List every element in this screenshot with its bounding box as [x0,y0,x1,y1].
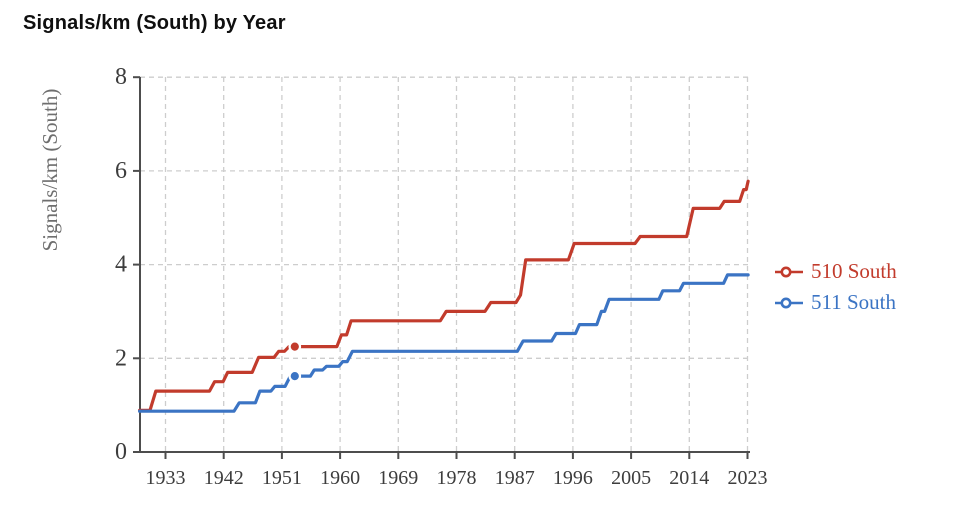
series-highlight-dot-511-south [288,369,302,383]
legend-marker-511-south [775,297,803,308]
legend-label-510-south: 510 South [811,259,897,283]
chart-title: Signals/km (South) by Year [23,12,286,34]
y-tick-label-0: 0 [115,439,127,465]
y-tick-label-2: 2 [115,345,127,371]
y-tick-label-6: 6 [115,158,127,184]
x-tick-label-1942: 1942 [204,467,244,489]
x-tick-label-1933: 1933 [146,467,186,489]
series-highlight-dot-510-south [288,340,302,353]
x-tick-label-1978: 1978 [437,467,477,489]
y-tick-label-8: 8 [115,64,127,90]
x-tick-label-2014: 2014 [669,467,709,489]
legend-label-511-south: 511 South [811,290,896,314]
x-tick-label-1996: 1996 [553,467,593,489]
series-line-510-south [138,179,750,412]
x-tick-label-1951: 1951 [262,467,302,489]
legend-open-circle-icon [780,266,792,277]
x-tick-label-2005: 2005 [611,467,651,489]
x-tick-label-1987: 1987 [495,467,535,489]
x-tick-label-2023: 2023 [728,467,768,489]
y-tick-label-4: 4 [115,252,127,278]
x-tick-label-1960: 1960 [320,467,360,489]
legend-marker-510-south [775,266,803,277]
series-line-511-south [138,273,750,413]
legend-item-511-south: 511 South [774,287,897,318]
chart-legend: 510 South 511 South [774,256,897,318]
legend-open-circle-icon [780,297,792,308]
y-axis-title: Signals/km (South) [38,89,62,252]
x-tick-label-1969: 1969 [378,467,418,489]
legend-item-510-south: 510 South [774,256,897,287]
